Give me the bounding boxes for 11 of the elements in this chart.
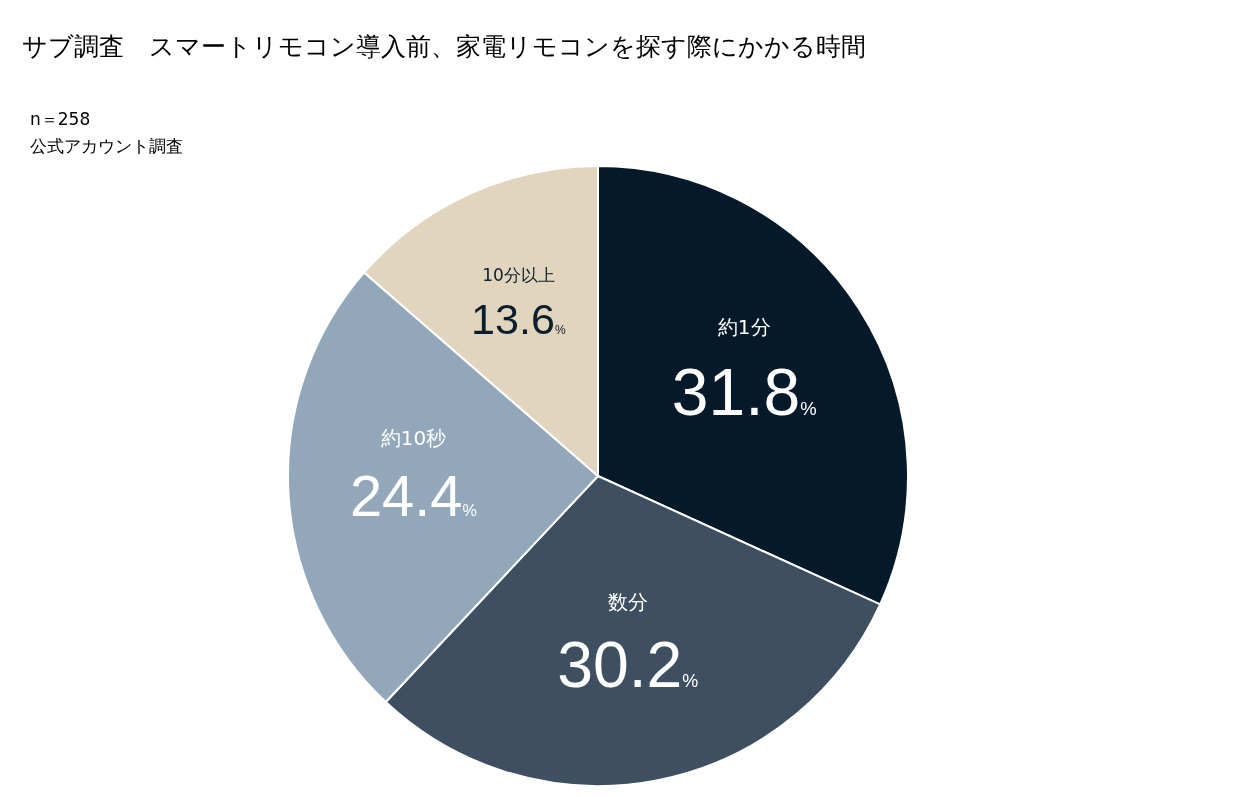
slice-label: 約10秒 [380, 426, 447, 451]
data-label: 24.4% [349, 463, 477, 528]
chart-title: サブ調査 スマートリモコン導入前、家電リモコンを探す際にかかる時間 [22, 31, 866, 63]
data-label: 30.2% [557, 629, 699, 702]
data-label: 31.8% [671, 354, 817, 429]
slice-label: 数分 [607, 589, 648, 614]
slice-label: 10分以上 [482, 265, 555, 286]
data-label: 13.6% [471, 295, 567, 344]
slice-label: 約1分 [717, 315, 771, 340]
text: n＝258 [30, 108, 92, 131]
text: 公式アカウント調査 [30, 135, 183, 158]
